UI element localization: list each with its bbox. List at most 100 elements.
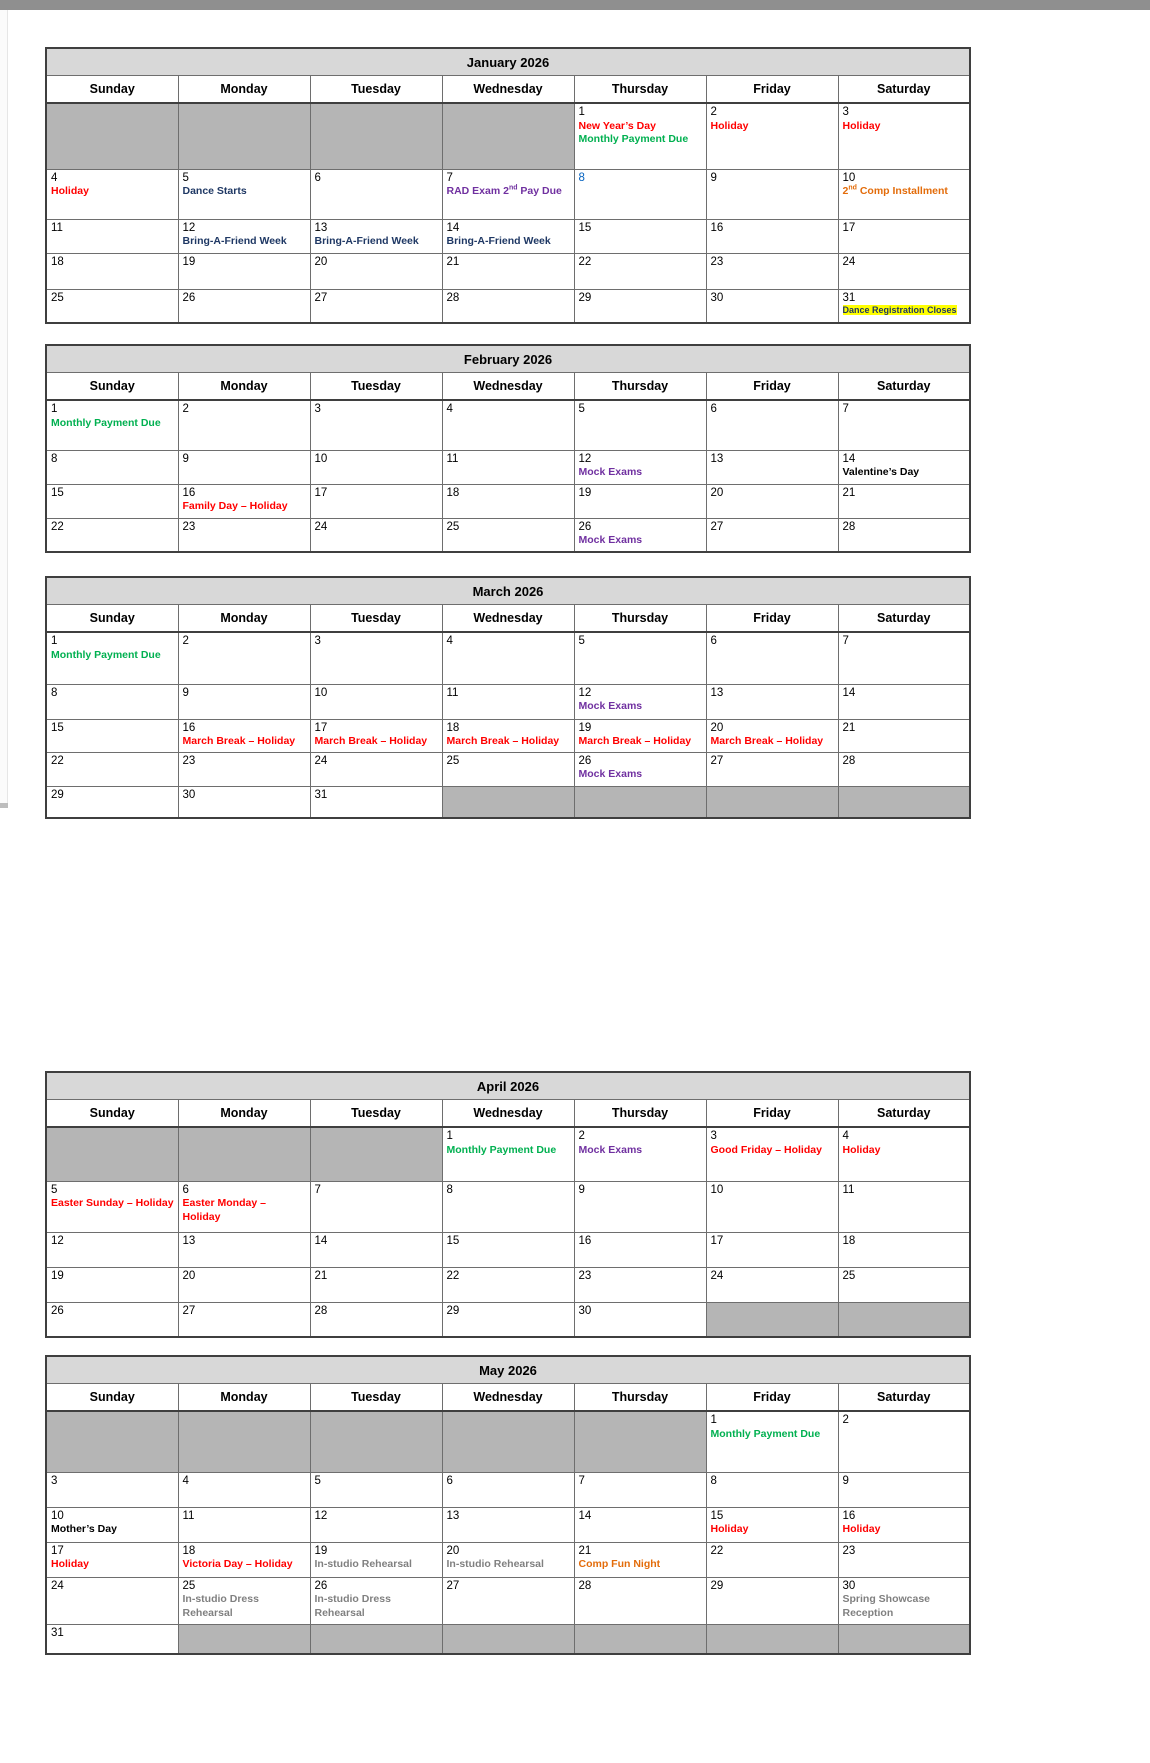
weekday-header-tuesday: Tuesday xyxy=(309,604,443,633)
event-label: Monthly Payment Due xyxy=(51,416,161,429)
day-cell-april-17: 17 xyxy=(705,1231,839,1268)
day-number: 2 xyxy=(182,403,189,415)
event-label: March Break – Holiday xyxy=(314,735,428,748)
weekday-header-sunday: Sunday xyxy=(45,75,179,104)
day-number: 14 xyxy=(314,1234,328,1247)
day-cell-february-8: 8 xyxy=(45,449,179,485)
empty-day-cell xyxy=(573,1410,707,1473)
empty-day-cell xyxy=(45,1410,179,1473)
day-cell-february-5: 5 xyxy=(573,399,707,451)
day-cell-april-25: 25 xyxy=(837,1266,971,1303)
month-title-february: February 2026 xyxy=(45,344,971,373)
empty-day-cell xyxy=(177,1126,311,1182)
day-number: 12 xyxy=(314,1509,328,1522)
day-cell-january-17: 17 xyxy=(837,218,971,254)
day-number: 29 xyxy=(446,1304,460,1317)
event-label: Holiday xyxy=(842,1143,881,1156)
day-number: 5 xyxy=(182,171,189,184)
event-label: In-studio Rehearsal xyxy=(314,1558,412,1571)
day-cell-january-8: 8 xyxy=(573,168,707,220)
day-number: 25 xyxy=(842,1269,856,1282)
day-number: 7 xyxy=(842,635,849,647)
day-cell-march-5: 5 xyxy=(573,631,707,685)
day-cell-january-6: 6 xyxy=(309,168,443,220)
event-label: Easter Sunday – Holiday xyxy=(51,1197,174,1210)
day-cell-february-24: 24 xyxy=(309,517,443,553)
month-title-april: April 2026 xyxy=(45,1071,971,1100)
day-cell-january-28: 28 xyxy=(441,288,575,324)
weekday-header-friday: Friday xyxy=(705,372,839,401)
day-number: 26 xyxy=(182,291,196,304)
weekday-header-wednesday: Wednesday xyxy=(441,75,575,104)
event-label: Holiday xyxy=(710,119,749,132)
day-number: 29 xyxy=(51,788,64,801)
day-number: 6 xyxy=(182,1183,189,1196)
day-number: 20 xyxy=(446,1544,460,1557)
weekday-header-thursday: Thursday xyxy=(573,604,707,633)
day-number: 28 xyxy=(842,520,856,533)
day-cell-april-14: 14 xyxy=(309,1231,443,1268)
day-number: 15 xyxy=(446,1234,460,1247)
day-cell-february-14: 14 Valentine’s Day xyxy=(837,449,971,485)
weekday-header-saturday: Saturday xyxy=(837,604,971,633)
event-label: Monthly Payment Due xyxy=(51,648,161,661)
day-cell-march-23: 23 xyxy=(177,751,311,787)
day-cell-february-16: 16 Family Day – Holiday xyxy=(177,483,311,519)
day-cell-may-25: 25 In-studio Dress Rehearsal xyxy=(177,1576,311,1625)
day-number: 20 xyxy=(710,486,724,499)
event-label: Bring-A-Friend Week xyxy=(182,235,287,248)
event-label: Family Day – Holiday xyxy=(182,500,288,513)
day-cell-may-10: 10 Mother’s Day xyxy=(45,1506,179,1543)
day-cell-january-30: 30 xyxy=(705,288,839,324)
day-cell-february-18: 18 xyxy=(441,483,575,519)
event-label: Bring-A-Friend Week xyxy=(446,235,551,248)
weekday-header-wednesday: Wednesday xyxy=(441,604,575,633)
event-label: March Break – Holiday xyxy=(710,735,824,748)
day-number: 13 xyxy=(182,1234,196,1247)
day-number: 9 xyxy=(182,452,189,465)
empty-day-cell xyxy=(177,1410,311,1473)
day-number: 11 xyxy=(446,452,459,465)
day-number: 3 xyxy=(314,635,321,647)
day-number: 26 xyxy=(51,1304,64,1317)
day-cell-february-11: 11 xyxy=(441,449,575,485)
event-label: Dance Registration Closes xyxy=(842,305,957,316)
day-cell-january-20: 20 xyxy=(309,252,443,290)
day-number: 15 xyxy=(578,221,592,234)
day-number: 2 xyxy=(578,1130,585,1142)
day-cell-april-26: 26 xyxy=(45,1301,179,1338)
day-number: 15 xyxy=(51,721,64,734)
day-number: 10 xyxy=(51,1509,64,1522)
window-top-bar xyxy=(0,0,1150,10)
day-cell-january-2: 2 Holiday xyxy=(705,102,839,170)
day-cell-march-13: 13 xyxy=(705,683,839,720)
day-number: 25 xyxy=(182,1579,196,1592)
empty-day-cell xyxy=(309,102,443,170)
day-cell-april-2: 2 Mock Exams xyxy=(573,1126,707,1182)
day-number: 25 xyxy=(446,754,460,767)
day-cell-march-18: 18 March Break – Holiday xyxy=(441,718,575,753)
empty-day-cell xyxy=(573,785,707,819)
event-label: Bring-A-Friend Week xyxy=(314,235,419,248)
day-cell-january-23: 23 xyxy=(705,252,839,290)
day-cell-february-15: 15 xyxy=(45,483,179,519)
event-label: Mock Exams xyxy=(578,1143,643,1156)
empty-day-cell xyxy=(309,1126,443,1182)
day-cell-february-2: 2 xyxy=(177,399,311,451)
day-number: 3 xyxy=(314,403,321,415)
day-number: 7 xyxy=(578,1474,585,1487)
day-cell-february-26: 26 Mock Exams xyxy=(573,517,707,553)
day-number: 27 xyxy=(710,520,724,533)
day-number: 16 xyxy=(182,486,196,499)
day-number: 12 xyxy=(578,686,592,699)
month-table-may: May 2026 Sunday Monday Tuesday Wednesday Thur… xyxy=(45,1355,971,1655)
day-number: 17 xyxy=(710,1234,724,1247)
day-cell-february-20: 20 xyxy=(705,483,839,519)
day-cell-february-17: 17 xyxy=(309,483,443,519)
event-label: Spring Showcase Reception xyxy=(842,1593,931,1619)
day-number: 5 xyxy=(578,635,585,647)
event-label: March Break – Holiday xyxy=(446,735,560,748)
day-cell-march-15: 15 xyxy=(45,718,179,753)
weekday-header-friday: Friday xyxy=(705,1383,839,1412)
day-cell-february-4: 4 xyxy=(441,399,575,451)
